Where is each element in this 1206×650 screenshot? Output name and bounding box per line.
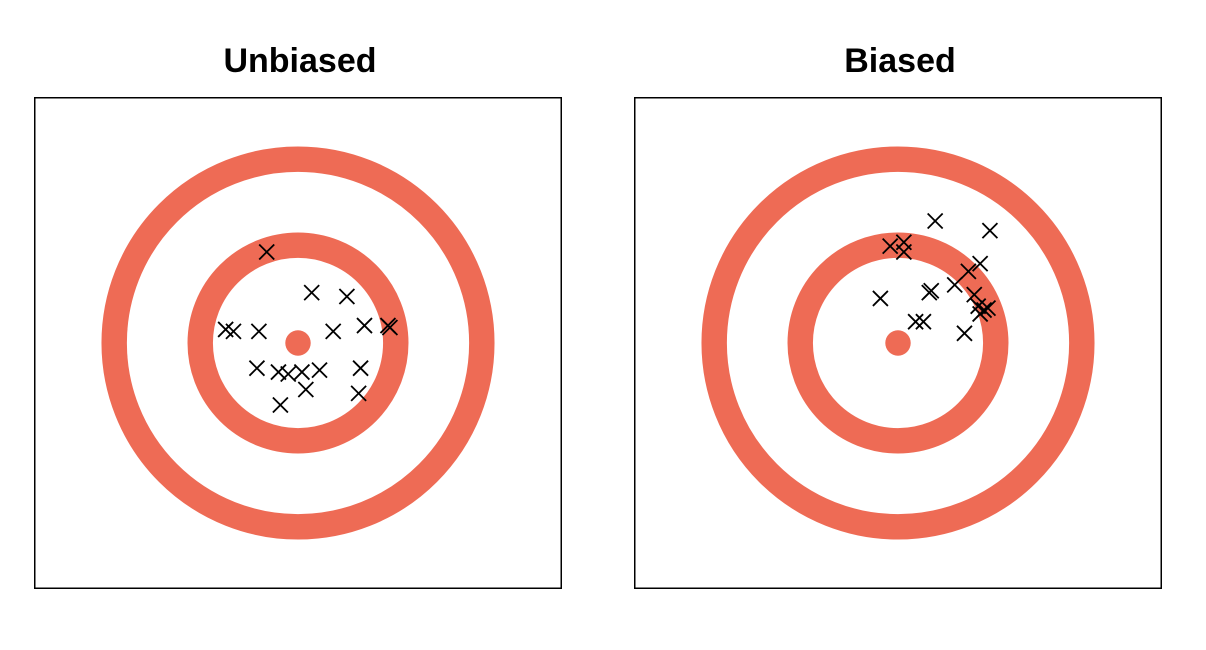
data-point <box>270 363 287 381</box>
plot-frame <box>634 97 1162 589</box>
data-point <box>960 263 977 280</box>
data-point <box>882 238 899 255</box>
data-point <box>381 319 399 336</box>
data-point <box>956 325 973 342</box>
inner-ring <box>187 232 409 454</box>
data-point <box>325 323 342 340</box>
chart-title: Biased <box>844 42 956 80</box>
data-point <box>966 286 983 303</box>
data-point <box>946 276 963 294</box>
data-point <box>872 290 889 307</box>
data-point <box>248 360 266 377</box>
data-point <box>250 323 268 340</box>
data-point <box>303 284 320 301</box>
bullseye <box>885 330 911 356</box>
data-point <box>225 323 242 340</box>
data-point <box>981 222 999 239</box>
data-point <box>352 360 369 377</box>
data-point <box>971 255 989 272</box>
data-point <box>921 284 938 301</box>
chart-panel-unbiased: Unbiased <box>0 0 600 650</box>
data-point <box>971 305 989 323</box>
chart-panel-biased: Biased <box>600 0 1200 650</box>
target-plot-biased <box>634 97 1162 589</box>
data-point <box>979 299 997 317</box>
data-point <box>907 313 924 330</box>
data-point <box>297 381 314 398</box>
data-point <box>927 212 944 230</box>
data-point <box>280 365 297 383</box>
data-point <box>311 361 328 379</box>
bullseye <box>285 330 311 356</box>
chart-title: Unbiased <box>223 42 377 80</box>
data-point <box>338 288 356 305</box>
data-point <box>272 396 289 414</box>
outer-ring <box>101 146 495 540</box>
plot-frame <box>34 97 562 589</box>
data-point <box>258 243 275 261</box>
data-point <box>293 363 311 381</box>
data-point <box>356 317 373 334</box>
plot-area <box>34 97 562 589</box>
outer-ring <box>701 146 1095 540</box>
target-plot-unbiased <box>34 97 562 589</box>
data-point <box>895 243 913 261</box>
plot-area <box>634 97 1162 589</box>
data-point <box>915 313 932 330</box>
data-point <box>350 385 367 402</box>
